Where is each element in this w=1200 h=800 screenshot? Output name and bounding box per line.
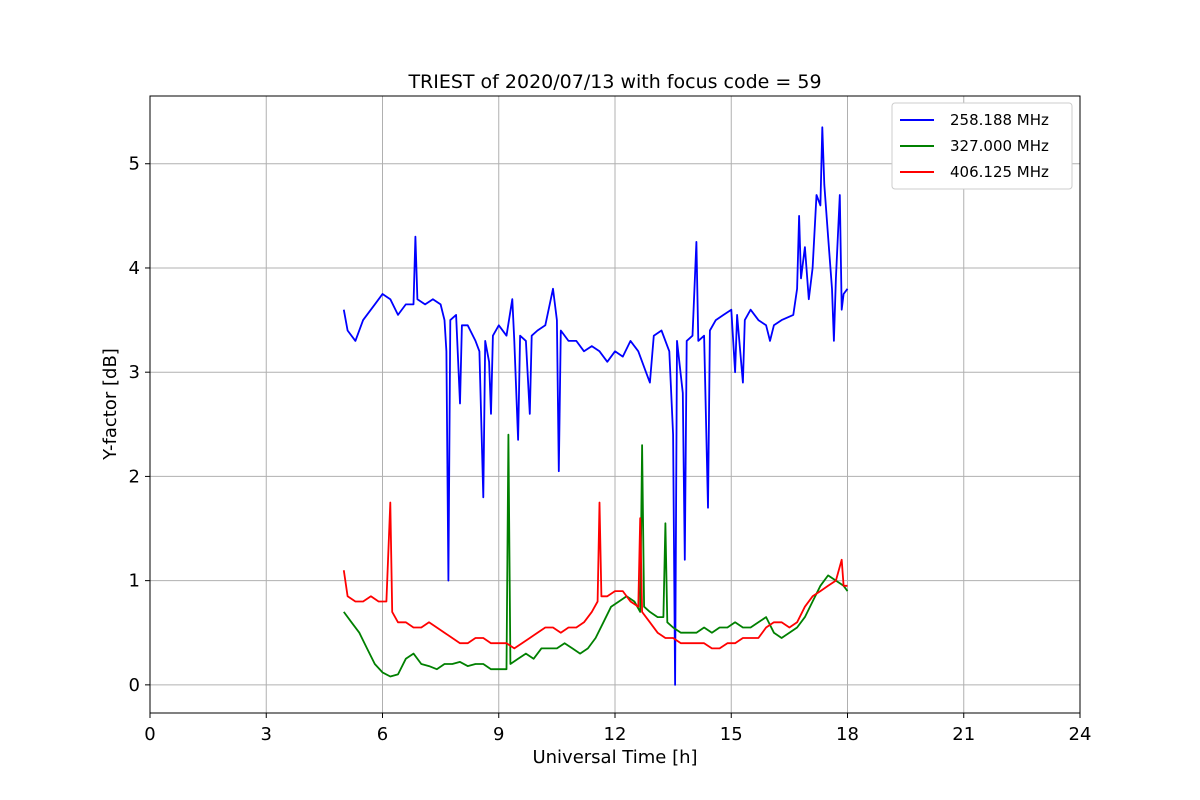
- plot-lines: [342, 126, 849, 686]
- chart-title: TRIEST of 2020/07/13 with focus code = 5…: [407, 71, 821, 93]
- y-tick-label: 0: [129, 675, 140, 696]
- legend: 258.188 MHz 327.000 MHz 406.125 MHz: [891, 102, 1073, 190]
- legend-label-0: 258.188 MHz: [950, 111, 1049, 129]
- y-axis-title: Y-factor [dB]: [100, 348, 121, 461]
- y-tick-label: 4: [129, 258, 140, 279]
- series-line-0: [342, 126, 849, 686]
- x-tick-label: 21: [952, 724, 975, 745]
- y-tick-label: 5: [129, 154, 140, 175]
- y-tick-label: 1: [129, 571, 140, 592]
- x-tick-label: 6: [377, 724, 388, 745]
- x-tick-label: 9: [493, 724, 504, 745]
- x-tick-label: 0: [144, 724, 155, 745]
- legend-label-2: 406.125 MHz: [950, 163, 1049, 181]
- x-tick-label: 18: [836, 724, 859, 745]
- series-line-2: [342, 501, 848, 650]
- x-axis-title: Universal Time [h]: [532, 747, 697, 768]
- x-tick-label: 15: [720, 724, 743, 745]
- x-tick-label: 12: [604, 724, 627, 745]
- series-line-1: [343, 433, 849, 678]
- legend-label-1: 327.000 MHz: [950, 137, 1049, 155]
- legend-box: [891, 102, 1073, 190]
- x-tick-label: 3: [261, 724, 272, 745]
- y-tick-label: 3: [129, 362, 140, 383]
- x-tick-label: 24: [1069, 724, 1092, 745]
- y-tick-label: 2: [129, 466, 140, 487]
